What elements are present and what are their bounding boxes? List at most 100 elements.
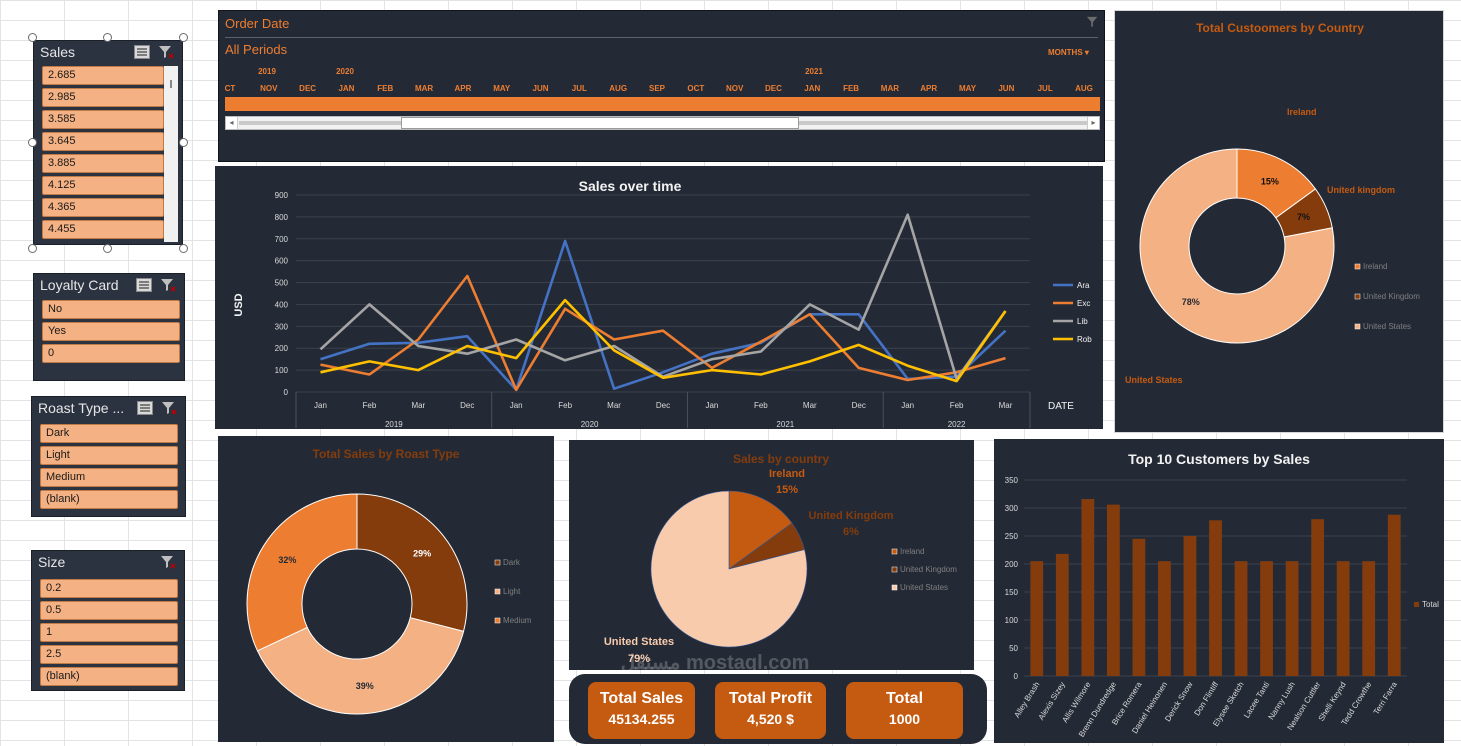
clear-filter-icon[interactable] bbox=[160, 555, 176, 569]
timeline-month-label[interactable]: AUG bbox=[609, 84, 628, 93]
bar[interactable] bbox=[1132, 538, 1146, 676]
bar[interactable] bbox=[1362, 561, 1376, 676]
timeline-month-label[interactable]: APR bbox=[454, 84, 472, 93]
timeline-month-label[interactable]: JUN bbox=[998, 84, 1015, 93]
bar[interactable] bbox=[1055, 553, 1069, 676]
series-line-rob[interactable] bbox=[320, 298, 1007, 383]
clear-filter-icon[interactable] bbox=[160, 278, 176, 292]
timeline-month-label[interactable]: JUN bbox=[532, 84, 549, 93]
timeline-unit-dropdown[interactable]: MONTHS ▾ bbox=[1048, 48, 1089, 57]
timeline-selection-bar[interactable] bbox=[225, 97, 1100, 111]
bar[interactable] bbox=[1183, 536, 1197, 676]
slicer-item[interactable]: 2.5 bbox=[40, 645, 178, 664]
series-line-exc[interactable] bbox=[320, 274, 1006, 392]
timeline-month-label[interactable]: JAN bbox=[338, 84, 355, 93]
pie-slice-united-states[interactable] bbox=[650, 490, 808, 648]
bar[interactable] bbox=[1106, 504, 1120, 676]
timeline-month-label[interactable]: FEB bbox=[377, 84, 394, 93]
bar[interactable] bbox=[1158, 561, 1171, 676]
sales-slicer-scrollbar[interactable] bbox=[164, 66, 178, 242]
bar[interactable] bbox=[1387, 514, 1401, 676]
resize-handle[interactable] bbox=[28, 244, 37, 253]
slicer-item[interactable]: 0.2 bbox=[40, 579, 178, 598]
timeline-month-label[interactable]: MAR bbox=[414, 84, 434, 93]
bar[interactable] bbox=[1336, 561, 1350, 676]
timeline-scrollbar[interactable]: ◂ ▸ bbox=[225, 116, 1100, 130]
order-date-timeline[interactable]: Order Date All Periods MONTHS ▾ 2019 2020… bbox=[218, 10, 1105, 162]
timeline-month-label[interactable]: APR bbox=[920, 84, 938, 93]
resize-handle[interactable] bbox=[103, 244, 112, 253]
bar[interactable] bbox=[1311, 519, 1325, 676]
slicer-item[interactable]: 4.125 bbox=[42, 176, 164, 195]
slicer-item[interactable]: 0 bbox=[42, 344, 180, 363]
timeline-month-label[interactable]: AUG bbox=[1075, 84, 1093, 93]
pie-slice-light[interactable] bbox=[256, 617, 465, 715]
timeline-month-label[interactable]: JUL bbox=[1037, 84, 1053, 93]
bar[interactable] bbox=[1209, 520, 1222, 676]
bar[interactable] bbox=[1081, 499, 1095, 676]
size-slicer[interactable]: Size 0.2 0.5 1 2.5 (blank) bbox=[31, 550, 185, 691]
series-line-lib[interactable] bbox=[319, 213, 1007, 381]
sales-slicer[interactable]: Sales 2.685 2.985 3.585 3.645 3.885 4.125 4.36… bbox=[33, 40, 183, 245]
customers-by-country-chart[interactable]: Total Custoomers by Country 15% 7% 78% Irela… bbox=[1114, 10, 1444, 433]
sales-by-country-chart[interactable]: Sales by country Ireland 15% United Kingdom… bbox=[569, 440, 974, 670]
bar[interactable] bbox=[1260, 561, 1273, 676]
timeline-month-label[interactable]: JAN bbox=[804, 84, 821, 93]
timeline-month-label[interactable]: FEB bbox=[843, 84, 860, 93]
bar[interactable] bbox=[1030, 561, 1044, 676]
slicer-item[interactable]: 2.985 bbox=[42, 88, 164, 107]
timeline-month-label[interactable]: MAY bbox=[959, 84, 977, 93]
resize-handle[interactable] bbox=[103, 33, 112, 42]
sales-over-time-chart[interactable]: Sales over time USD DATE 0 100 200 300 400 500 60… bbox=[215, 166, 1103, 429]
timeline-month-label[interactable]: OCT bbox=[687, 84, 705, 93]
resize-handle[interactable] bbox=[28, 33, 37, 42]
multi-select-icon[interactable] bbox=[134, 45, 150, 59]
slicer-item[interactable]: Light bbox=[40, 446, 178, 465]
slicer-item[interactable]: (blank) bbox=[40, 667, 178, 686]
resize-handle[interactable] bbox=[179, 33, 188, 42]
resize-handle[interactable] bbox=[179, 244, 188, 253]
timeline-month-label[interactable]: CT bbox=[224, 84, 236, 93]
timeline-month-label[interactable]: SEP bbox=[648, 84, 665, 93]
pie-slice-ireland[interactable] bbox=[728, 490, 793, 570]
timeline-month-label[interactable]: JUL bbox=[571, 84, 587, 93]
timeline-month-label[interactable]: NOV bbox=[260, 84, 278, 93]
timeline-clear-filter-icon[interactable] bbox=[1086, 16, 1100, 28]
slicer-item[interactable]: 3.645 bbox=[42, 132, 164, 151]
bar[interactable] bbox=[1234, 561, 1248, 676]
slicer-item[interactable]: No bbox=[42, 300, 180, 319]
pie-slice-united-states[interactable] bbox=[1139, 148, 1335, 344]
slicer-item[interactable]: Medium bbox=[40, 468, 178, 487]
pie-slice-medium[interactable] bbox=[246, 493, 358, 652]
timeline-month-label[interactable]: NOV bbox=[725, 84, 744, 93]
slicer-item[interactable]: Dark bbox=[40, 424, 178, 443]
timeline-month-label[interactable]: DEC bbox=[299, 84, 317, 93]
slicer-item[interactable]: 3.585 bbox=[42, 110, 164, 129]
slicer-item[interactable]: 1 bbox=[40, 623, 178, 642]
timeline-month-label[interactable]: MAY bbox=[493, 84, 511, 93]
loyalty-card-slicer[interactable]: Loyalty Card No Yes 0 bbox=[33, 273, 185, 381]
resize-handle[interactable] bbox=[179, 138, 188, 147]
multi-select-icon[interactable] bbox=[136, 278, 152, 292]
sales-by-roast-chart[interactable]: Total Sales by Roast Type 29% 39% 32% Dark Li… bbox=[218, 436, 554, 742]
slicer-item[interactable]: Yes bbox=[42, 322, 180, 341]
scroll-right-arrow[interactable]: ▸ bbox=[1087, 117, 1099, 129]
scroll-left-arrow[interactable]: ◂ bbox=[226, 117, 238, 129]
bar[interactable] bbox=[1285, 561, 1299, 676]
top-customers-chart[interactable]: Top 10 Customers by Sales 0 50 100 150 200 250… bbox=[994, 439, 1444, 743]
timeline-month-label[interactable]: DEC bbox=[765, 84, 782, 93]
slicer-item[interactable]: 2.685 bbox=[42, 66, 164, 85]
resize-handle[interactable] bbox=[28, 138, 37, 147]
timeline-month-label[interactable]: MAR bbox=[880, 84, 900, 93]
scroll-thumb[interactable] bbox=[401, 117, 799, 129]
slicer-item[interactable]: 4.365 bbox=[42, 198, 164, 217]
roast-type-slicer[interactable]: Roast Type ... Dark Light Medium (blank) bbox=[31, 396, 186, 517]
slicer-item[interactable]: 3.885 bbox=[42, 154, 164, 173]
slicer-item[interactable]: 0.5 bbox=[40, 601, 178, 620]
clear-filter-icon[interactable] bbox=[161, 401, 177, 415]
clear-filter-icon[interactable] bbox=[158, 45, 174, 59]
slicer-item[interactable]: (blank) bbox=[40, 490, 178, 509]
pie-slice-dark[interactable] bbox=[356, 493, 468, 632]
slicer-item[interactable]: 4.455 bbox=[42, 220, 164, 239]
multi-select-icon[interactable] bbox=[137, 401, 153, 415]
